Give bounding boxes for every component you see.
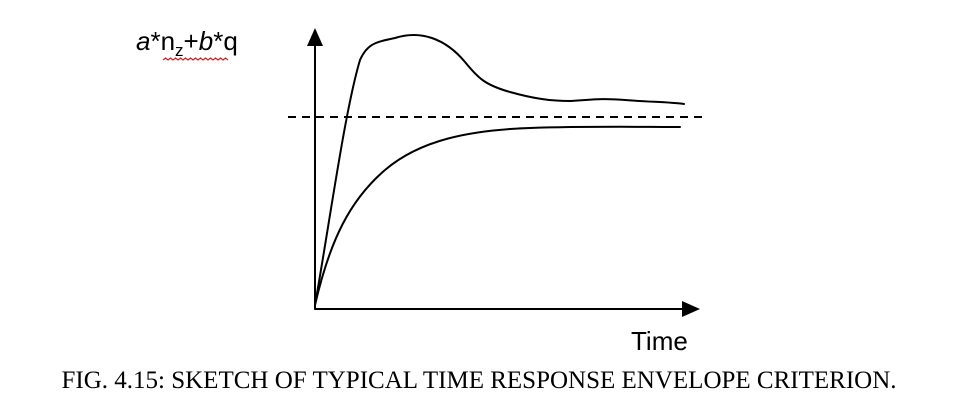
lower-boundary-curve [314, 125, 681, 306]
figure-caption: FIG. 4.15: SKETCH OF TYPICAL TIME RESPON… [61, 367, 897, 394]
y-label-a: a [136, 26, 150, 56]
y-axis-arrow [307, 28, 323, 46]
y-label-plus: + [184, 26, 199, 56]
y-label-q: *q [213, 26, 238, 56]
y-label-b: b [199, 26, 213, 56]
y-label-nz: *n [150, 26, 175, 56]
y-axis-label: a*nz+b*q [136, 26, 238, 60]
x-axis-label: Time [631, 326, 688, 356]
spellcheck-squiggle [162, 57, 229, 61]
y-label-subscript: z [175, 41, 184, 60]
x-axis-arrow [682, 301, 700, 317]
upper-boundary-curve [314, 34, 685, 306]
